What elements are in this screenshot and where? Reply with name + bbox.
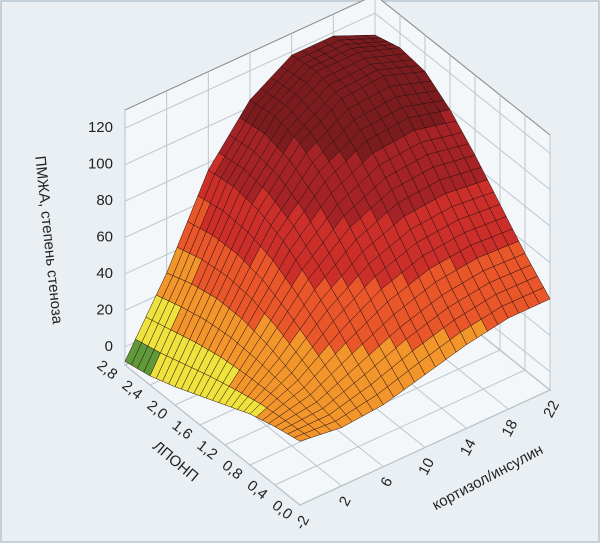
z-tick-label: 0 [105, 338, 113, 355]
y-axis-title: ЛПОНП [149, 438, 201, 486]
z-tick-label: 20 [96, 301, 113, 318]
grid-line [274, 369, 526, 486]
y-tick-label: 2,8 [94, 357, 121, 383]
grid-line [124, 12, 376, 129]
x-tick-label: -2 [292, 513, 313, 533]
y-tick-label: 1,6 [169, 417, 196, 443]
x-axis-title: кортизол/инсулин [430, 441, 546, 514]
x-tick-label: 2 [336, 494, 355, 509]
z-tick-label: 40 [96, 265, 113, 282]
grid-line [124, 364, 301, 506]
z-tick-label: 120 [88, 119, 113, 136]
z-tick-label: 100 [88, 156, 113, 173]
z-axis-title: ПМЖА, степень стеноза [31, 155, 66, 325]
z-tick-label: 60 [96, 228, 113, 245]
y-tick-label: 2,0 [144, 397, 171, 423]
x-tick-label: 22 [540, 398, 563, 421]
x-tick-label: 6 [377, 474, 396, 489]
y-tick-label: 0,8 [219, 457, 246, 483]
y-tick-label: 0,0 [269, 497, 296, 523]
y-tick-label: 1,2 [194, 437, 221, 463]
x-tick-label: 14 [457, 436, 480, 459]
y-tick-label: 2,4 [119, 377, 146, 403]
x-tick-label: 18 [499, 417, 522, 440]
x-tick-label: 10 [415, 455, 438, 478]
z-tick-label: 80 [96, 192, 113, 209]
grid-line [374, 12, 551, 154]
grid-line [299, 389, 551, 506]
surface-cell [293, 433, 311, 442]
y-tick-label: 0,4 [244, 477, 271, 503]
